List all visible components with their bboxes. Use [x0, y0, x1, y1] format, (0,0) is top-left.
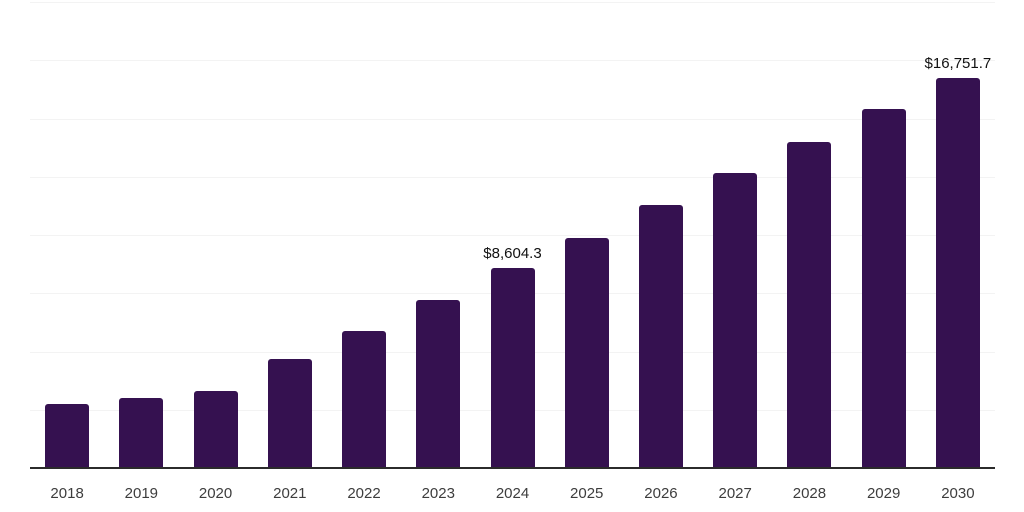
- x-tick-2019: 2019: [124, 485, 159, 502]
- x-tick-2022: 2022: [347, 485, 381, 502]
- value-label-2024: $8,604.3: [483, 244, 542, 262]
- bar-2023: [416, 300, 461, 468]
- x-tick-2020: 2020: [198, 485, 233, 502]
- x-tick-2028: 2028: [792, 485, 827, 502]
- x-tick-2026: 2026: [644, 485, 678, 502]
- bar-2030: [935, 77, 980, 468]
- x-tick-2018: 2018: [50, 485, 84, 502]
- bar-2022: [342, 330, 387, 468]
- x-tick-2024: 2024: [495, 485, 530, 502]
- bar-2018: [45, 403, 90, 468]
- x-tick-2025: 2025: [570, 485, 604, 502]
- x-tick-2029: 2029: [866, 485, 901, 502]
- x-axis-line: [30, 467, 995, 469]
- gridline: [30, 60, 995, 62]
- gridline: [30, 235, 995, 236]
- bar-2024: [490, 267, 535, 468]
- x-tick-2021: 2021: [273, 485, 307, 502]
- bar-2029: [861, 109, 906, 468]
- x-tick-2030: 2030: [941, 485, 975, 502]
- bar-2020: [193, 391, 238, 468]
- bar-2027: [713, 173, 758, 468]
- bar-2025: [564, 238, 609, 468]
- bar-2026: [638, 205, 683, 468]
- gridline: [30, 2, 995, 3]
- value-label-2030: $16,751.7: [924, 54, 992, 72]
- bar-2028: [787, 142, 832, 468]
- gridline: [30, 176, 995, 178]
- plot-area: 2018 2019 2020 2021 2022 2023 $8,604.3 2024 2025…: [30, 0, 995, 512]
- x-tick-2027: 2027: [718, 485, 752, 502]
- gridline: [30, 118, 995, 120]
- x-tick-2023: 2023: [421, 485, 455, 502]
- bar-2019: [119, 398, 164, 468]
- bar-2021: [267, 359, 312, 468]
